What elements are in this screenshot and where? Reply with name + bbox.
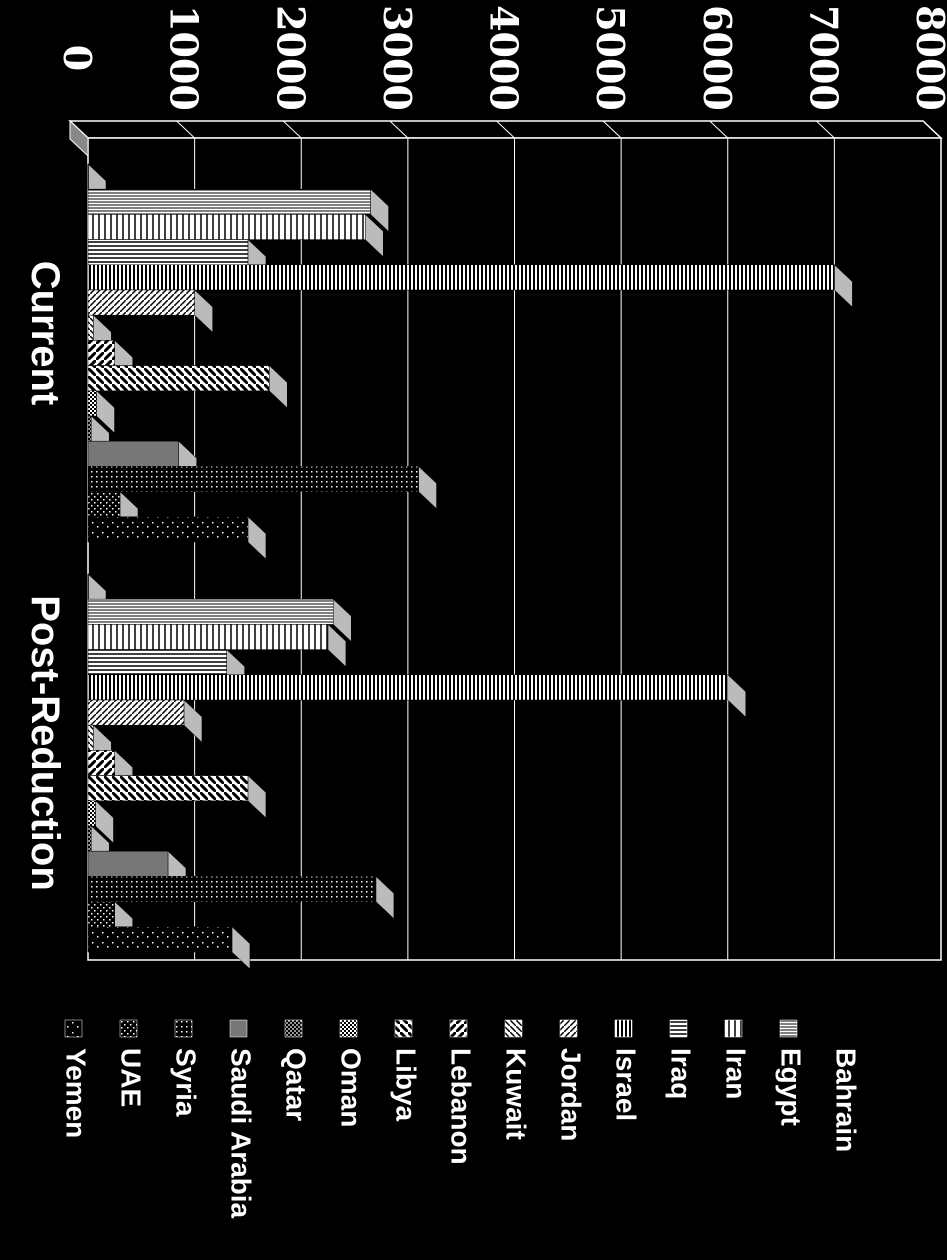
legend-label: Qatar [281, 1048, 312, 1121]
y-tick-label: 2000 [268, 5, 313, 111]
bar [87, 649, 246, 693]
bar [87, 264, 854, 308]
bar [87, 188, 390, 232]
legend-label: Bahrain [831, 1048, 862, 1152]
gridline-depth [176, 120, 195, 139]
legend-swatch [64, 1019, 83, 1038]
legend-label: Libya [391, 1048, 422, 1122]
category-labels: Current Post-Reduction [23, 261, 67, 891]
bar [87, 901, 134, 945]
legend-label: Oman [336, 1048, 367, 1127]
legend-swatch [174, 1019, 193, 1038]
legend-label: Israel [611, 1048, 642, 1121]
bar [87, 775, 267, 819]
bar [87, 926, 251, 970]
bar [87, 365, 288, 409]
gridline-depth [709, 120, 729, 139]
legend-label: Iran [721, 1048, 752, 1099]
legend-label: Iraq [666, 1048, 697, 1099]
legend-item: Jordan [556, 1019, 587, 1141]
legend-swatch [449, 1019, 468, 1038]
gridline-depth [816, 120, 835, 139]
legend-swatch [724, 1019, 743, 1038]
gridline-depth [496, 120, 515, 139]
legend-item: Kuwait [501, 1019, 532, 1140]
legend-label: Kuwait [501, 1048, 532, 1140]
bar [87, 699, 203, 743]
y-tick-label: 3000 [375, 5, 420, 111]
category-label: Post-Reduction [23, 595, 67, 891]
legend-item: Syria [171, 1019, 202, 1117]
floor-edge [69, 119, 89, 158]
bar [87, 875, 395, 920]
legend-label: Syria [171, 1048, 202, 1117]
legend-swatch [669, 1019, 688, 1038]
bar [87, 390, 116, 434]
legend-swatch [229, 1019, 248, 1038]
legend: Bahrain Egypt Iran Iraq Israel Jordan Kuwait Le… [61, 1019, 862, 1219]
y-tick-label: 7000 [801, 5, 846, 111]
bar [87, 213, 384, 258]
y-tick-label: 5000 [588, 5, 633, 111]
legend-item: Egypt [776, 1019, 807, 1126]
legend-swatch [284, 1019, 303, 1038]
axis-tick-labels: 0 1000 2000 3000 4000 5000 6000 7000 8000 [55, 5, 947, 111]
legend-label: Saudi Arabia [226, 1048, 257, 1219]
legend-item: Lebanon [446, 1019, 477, 1165]
bar [87, 623, 347, 668]
legend-swatch [614, 1019, 633, 1038]
y-tick-label: 8000 [908, 5, 947, 111]
legend-swatch [339, 1019, 358, 1038]
y-tick-label: 1000 [162, 5, 207, 111]
legend-item: Qatar [281, 1019, 312, 1121]
bar [87, 598, 352, 642]
y-tick-label: 4000 [482, 5, 527, 111]
gridline-depth [282, 120, 302, 139]
gridline-depth [602, 120, 622, 139]
legend-label: Yemen [61, 1048, 92, 1138]
bar [87, 239, 267, 283]
legend-label: Lebanon [446, 1048, 477, 1165]
legend-item: Yemen [61, 1019, 92, 1138]
bar [87, 289, 214, 333]
y-tick-label: 6000 [695, 5, 740, 111]
gridline-depth [389, 120, 409, 139]
gridline-depth [922, 120, 942, 139]
legend-item: Iraq [666, 1019, 697, 1099]
legend-swatch [504, 1019, 523, 1038]
legend-item: UAE [116, 1019, 147, 1107]
legend-swatch [559, 1019, 578, 1038]
legend-item: Libya [391, 1019, 422, 1122]
legend-item: Israel [611, 1019, 642, 1121]
bar [87, 800, 115, 844]
legend-item: Bahrain [831, 1048, 862, 1152]
bar [87, 516, 267, 560]
legend-swatch [119, 1019, 138, 1038]
bar [87, 674, 747, 718]
category-label: Current [23, 261, 67, 405]
y-tick-label: 0 [55, 45, 100, 71]
legend-label: UAE [116, 1048, 147, 1107]
legend-item: Oman [336, 1019, 367, 1127]
bar [87, 850, 187, 894]
legend-swatch [779, 1019, 798, 1038]
legend-item: Iran [721, 1019, 752, 1099]
plot-area [68, 119, 943, 970]
legend-swatch [394, 1019, 413, 1038]
legend-label: Egypt [776, 1048, 807, 1126]
legend-item: Saudi Arabia [226, 1019, 257, 1219]
legend-label: Jordan [556, 1048, 587, 1141]
bar [87, 465, 438, 510]
